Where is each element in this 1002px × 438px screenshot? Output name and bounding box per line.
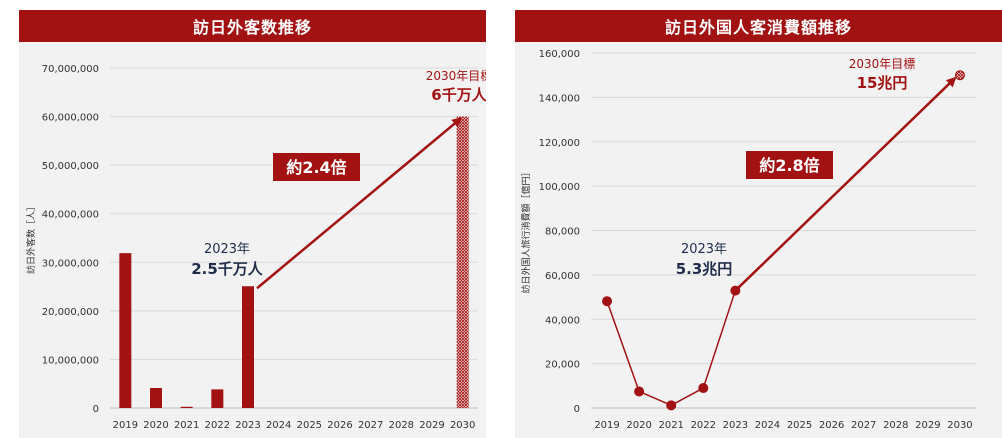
data-point: [634, 386, 645, 397]
growth-badge-label: 約2.4倍: [286, 158, 346, 177]
bar: [180, 406, 193, 408]
y-tick-label: 80,000: [545, 227, 580, 238]
x-tick-label: 2023: [235, 420, 260, 431]
x-tick-label: 2022: [691, 420, 716, 431]
x-tick-label: 2024: [755, 420, 780, 431]
start-year-label: 2023年: [204, 242, 250, 257]
x-tick-label: 2026: [327, 420, 352, 431]
x-tick-label: 2028: [883, 420, 908, 431]
x-tick-label: 2022: [205, 420, 230, 431]
target-year-label: 2030年目標: [849, 57, 916, 71]
x-tick-label: 2030: [947, 420, 972, 431]
y-axis-title: 訪日外客数［人］: [25, 202, 37, 274]
data-point: [602, 296, 613, 307]
y-tick-label: 70,000,000: [42, 64, 99, 75]
x-tick-label: 2028: [389, 420, 414, 431]
bar: [150, 387, 162, 408]
visitor-chart-panel: 訪日外客数推移 0 10,000,000 20,000,000 30,000,000 4…: [19, 0, 486, 438]
data-point: [698, 383, 709, 394]
x-tick-label: 2019: [113, 420, 138, 431]
x-tick-label: 2027: [851, 420, 876, 431]
x-tick-label: 2021: [658, 420, 683, 431]
spending-chart-panel: 訪日外国人客消費額推移 0 20,000 40,000 60,000 80,000 100…: [515, 0, 1002, 438]
visitor-bar-chart: 0 10,000,000 20,000,000 30,000,000 40,000,00…: [25, 64, 486, 431]
growth-badge: [746, 151, 833, 179]
x-tick-label: 2029: [915, 420, 940, 431]
spending-chart-title: 訪日外国人客消費額推移: [515, 10, 1002, 42]
start-value-label: 5.3兆円: [676, 260, 733, 278]
y-tick-label: 30,000,000: [42, 258, 99, 269]
y-tick-label: 100,000: [539, 182, 580, 193]
y-tick-label: 50,000,000: [42, 161, 99, 172]
x-tick-label: 2029: [419, 420, 444, 431]
growth-arrow: [256, 117, 463, 290]
x-tick-label: 2027: [358, 420, 383, 431]
y-tick-label: 20,000: [545, 360, 580, 371]
start-value-label: 2.5千万人: [191, 260, 264, 278]
y-tick-label: 0: [574, 404, 580, 415]
x-tick-label: 2026: [819, 420, 844, 431]
target-bar: [456, 116, 469, 409]
y-tick-label: 20,000,000: [42, 307, 99, 318]
y-tick-label: 10,000,000: [42, 355, 99, 366]
growth-badge-label: 約2.8倍: [759, 156, 819, 175]
spending-plot-area: [515, 42, 1002, 438]
x-tick-label: 2025: [787, 420, 812, 431]
growth-arrow: [734, 76, 957, 292]
x-tick-label: 2020: [143, 420, 168, 431]
x-tick-label: 2024: [266, 420, 291, 431]
y-tick-label: 0: [93, 404, 99, 415]
target-value-label: 6千万人: [431, 86, 486, 104]
target-value-label: 15兆円: [857, 74, 908, 92]
y-tick-label: 40,000,000: [42, 210, 99, 221]
y-tick-label: 60,000,000: [42, 113, 99, 124]
series-line: [606, 290, 737, 407]
y-tick-label: 40,000: [545, 315, 580, 326]
x-tick-label: 2025: [297, 420, 322, 431]
x-tick-label: 2023: [723, 420, 748, 431]
y-tick-label: 160,000: [539, 49, 580, 60]
start-year-label: 2023年: [681, 242, 727, 257]
x-tick-label: 2030: [450, 420, 475, 431]
growth-badge: [273, 153, 360, 181]
bar: [119, 253, 132, 408]
x-tick-label: 2020: [626, 420, 651, 431]
data-point: [666, 400, 677, 411]
target-year-label: 2030年目標: [426, 69, 486, 83]
y-tick-label: 60,000: [545, 271, 580, 282]
x-tick-label: 2019: [594, 420, 619, 431]
y-tick-label: 140,000: [539, 93, 580, 104]
bar: [211, 389, 224, 408]
visitor-chart-title: 訪日外客数推移: [19, 10, 486, 42]
spending-line-chart: 0 20,000 40,000 60,000 80,000 100,000 120,000 1…: [520, 49, 976, 431]
bar: [242, 286, 254, 408]
x-tick-label: 2021: [174, 420, 199, 431]
y-axis-title: 訪日外国人旅行消費額［億円］: [520, 167, 532, 293]
target-point: [954, 70, 965, 81]
y-tick-label: 120,000: [539, 138, 580, 149]
